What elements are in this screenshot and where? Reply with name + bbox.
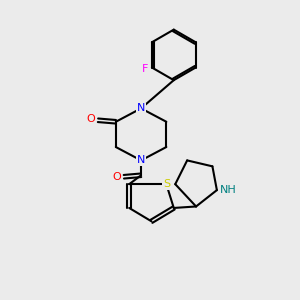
Text: N: N [137,155,145,165]
Text: NH: NH [220,185,236,195]
Text: N: N [137,103,145,113]
Text: F: F [142,64,148,74]
Text: O: O [112,172,121,182]
Text: S: S [163,179,170,189]
Text: O: O [86,114,95,124]
